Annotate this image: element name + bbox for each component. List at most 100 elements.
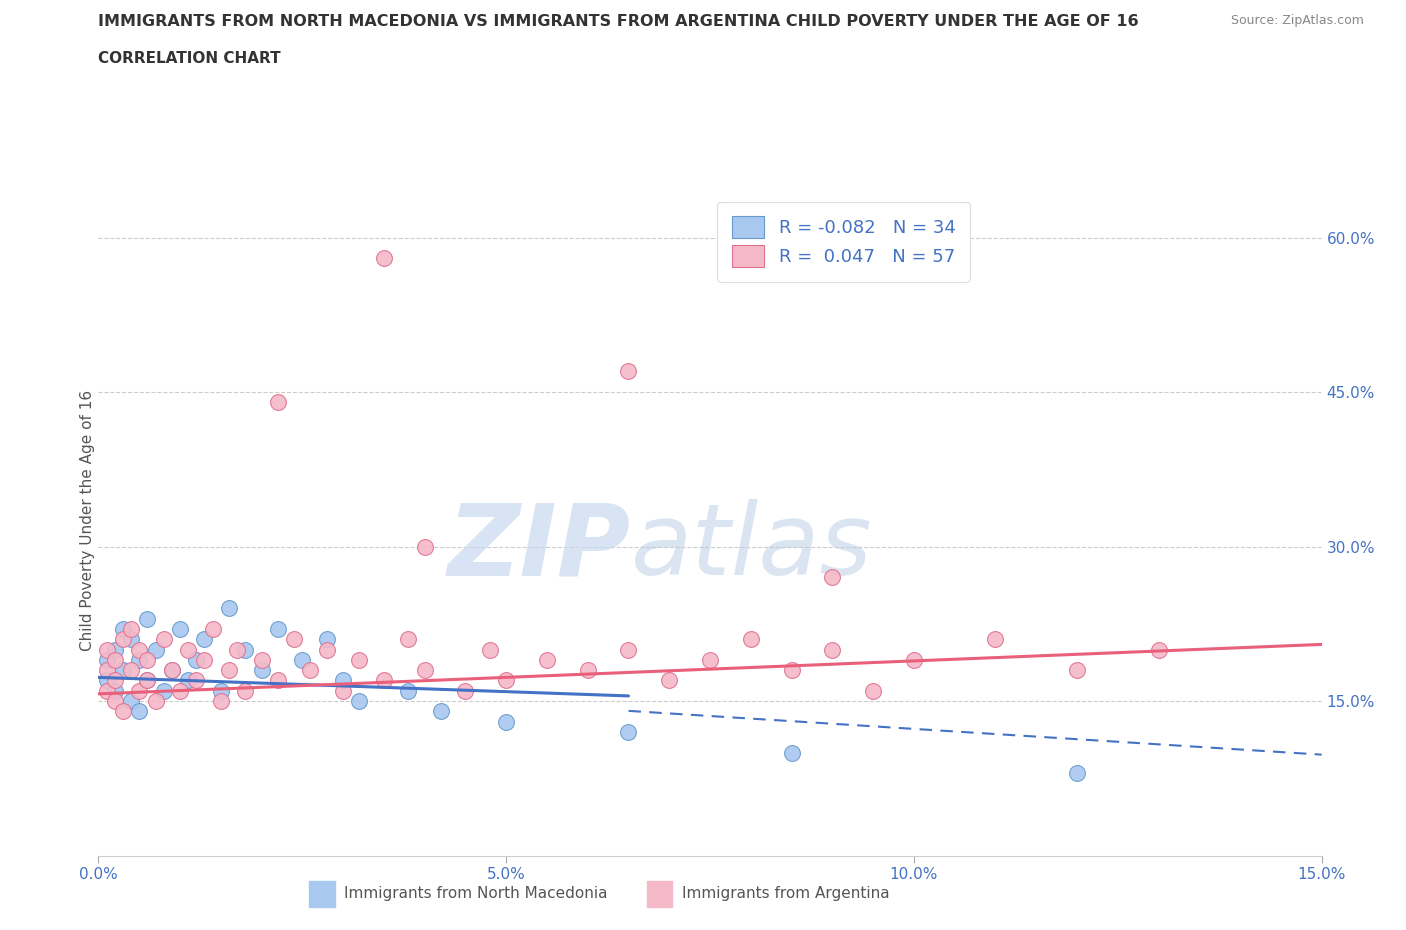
Point <box>332 673 354 688</box>
Point <box>136 673 159 688</box>
Point <box>862 684 884 698</box>
Point <box>495 714 517 729</box>
Point <box>1066 765 1088 780</box>
Point <box>136 653 159 668</box>
Point <box>413 663 436 678</box>
Point <box>145 694 167 709</box>
Point <box>315 642 337 657</box>
Text: Immigrants from Argentina: Immigrants from Argentina <box>682 886 890 901</box>
Point <box>430 704 453 719</box>
Point <box>413 539 436 554</box>
Text: Immigrants from North Macedonia: Immigrants from North Macedonia <box>344 886 607 901</box>
Point <box>96 684 118 698</box>
Point <box>96 673 118 688</box>
Text: ZIP: ZIP <box>447 499 630 596</box>
Point <box>128 653 150 668</box>
Point <box>177 642 200 657</box>
Point <box>193 631 215 646</box>
Y-axis label: Child Poverty Under the Age of 16: Child Poverty Under the Age of 16 <box>80 391 94 651</box>
Point <box>658 673 681 688</box>
Point <box>576 663 599 678</box>
Point <box>104 684 127 698</box>
Point <box>209 694 232 709</box>
Point <box>169 621 191 636</box>
Point <box>96 653 118 668</box>
Point <box>984 631 1007 646</box>
Point <box>233 684 256 698</box>
Point <box>536 653 558 668</box>
Point <box>233 642 256 657</box>
Point <box>186 653 208 668</box>
Point <box>373 251 395 266</box>
Point <box>193 653 215 668</box>
Point <box>250 663 273 678</box>
Point <box>349 653 371 668</box>
Point <box>128 642 150 657</box>
Point <box>617 724 640 739</box>
Point <box>299 663 322 678</box>
Point <box>396 631 419 646</box>
Point <box>209 684 232 698</box>
Point <box>218 601 240 616</box>
Point <box>169 684 191 698</box>
Point <box>699 653 721 668</box>
Point <box>821 642 844 657</box>
Legend: R = -0.082   N = 34, R =  0.047   N = 57: R = -0.082 N = 34, R = 0.047 N = 57 <box>717 202 970 282</box>
Point <box>226 642 249 657</box>
Point <box>152 631 174 646</box>
Point <box>120 694 142 709</box>
Point <box>111 621 134 636</box>
Point <box>120 631 142 646</box>
Point <box>250 653 273 668</box>
Point <box>267 673 290 688</box>
Point <box>120 663 142 678</box>
Point <box>373 673 395 688</box>
Point <box>821 570 844 585</box>
Point <box>267 395 290 410</box>
Point <box>349 694 371 709</box>
Point <box>160 663 183 678</box>
Point <box>780 745 803 760</box>
Point <box>186 673 208 688</box>
Point <box>283 631 305 646</box>
Point <box>104 653 127 668</box>
Text: atlas: atlas <box>630 499 872 596</box>
Point <box>780 663 803 678</box>
Point <box>201 621 224 636</box>
Point <box>267 621 290 636</box>
Point <box>740 631 762 646</box>
Point <box>96 663 118 678</box>
Point <box>152 684 174 698</box>
Point <box>104 694 127 709</box>
Point <box>96 642 118 657</box>
Point <box>128 704 150 719</box>
Point <box>903 653 925 668</box>
Point <box>1066 663 1088 678</box>
Point <box>145 642 167 657</box>
Text: CORRELATION CHART: CORRELATION CHART <box>98 51 281 66</box>
Point <box>396 684 419 698</box>
Point <box>1147 642 1170 657</box>
Point <box>454 684 477 698</box>
Point <box>104 673 127 688</box>
Point <box>111 704 134 719</box>
Point <box>177 673 200 688</box>
Point <box>315 631 337 646</box>
Text: Source: ZipAtlas.com: Source: ZipAtlas.com <box>1230 14 1364 27</box>
Point <box>218 663 240 678</box>
Point <box>136 673 159 688</box>
Point <box>128 684 150 698</box>
Point <box>120 621 142 636</box>
Point <box>136 611 159 626</box>
Point <box>111 663 134 678</box>
Point <box>478 642 501 657</box>
Point <box>617 642 640 657</box>
Text: IMMIGRANTS FROM NORTH MACEDONIA VS IMMIGRANTS FROM ARGENTINA CHILD POVERTY UNDER: IMMIGRANTS FROM NORTH MACEDONIA VS IMMIG… <box>98 14 1139 29</box>
Point <box>332 684 354 698</box>
Point <box>495 673 517 688</box>
Point <box>291 653 314 668</box>
Point <box>104 642 127 657</box>
Point <box>160 663 183 678</box>
Point <box>111 631 134 646</box>
Point <box>617 364 640 379</box>
